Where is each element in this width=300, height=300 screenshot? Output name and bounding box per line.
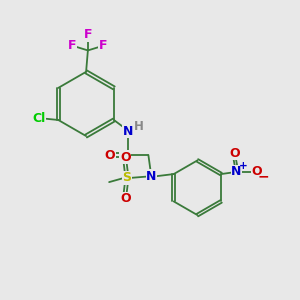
Text: +: + [239, 161, 248, 171]
Text: O: O [251, 165, 262, 178]
Text: O: O [120, 192, 130, 205]
Text: F: F [84, 28, 92, 41]
Text: N: N [123, 125, 134, 138]
Text: F: F [68, 39, 77, 52]
Text: N: N [146, 170, 157, 183]
Text: Cl: Cl [32, 112, 45, 125]
Text: H: H [134, 120, 144, 133]
Text: O: O [104, 148, 115, 162]
Text: O: O [120, 151, 130, 164]
Text: S: S [122, 171, 131, 184]
Text: N: N [231, 165, 242, 178]
Text: O: O [230, 147, 240, 160]
Text: F: F [99, 39, 108, 52]
Text: −: − [257, 169, 269, 184]
